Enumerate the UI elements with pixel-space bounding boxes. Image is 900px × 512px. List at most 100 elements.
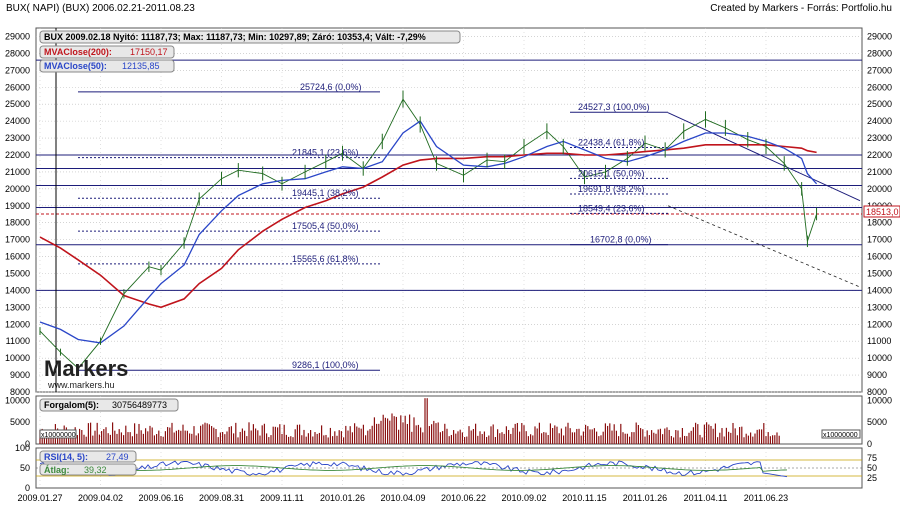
- fibonacci-labels: 25724,6 (0,0%) 21845,1 (23,6%) 19445,1 (38…: [292, 82, 652, 370]
- support-trend-line: [667, 205, 861, 288]
- info-box-line: BUX 2009.02.18 Nyitó: 11187,73; Max: 111…: [44, 32, 426, 42]
- price-y-tick-right: 25000: [867, 99, 892, 109]
- price-y-tick-right: 11000: [867, 336, 891, 346]
- x-tick-label: 2010.01.26: [320, 493, 365, 503]
- price-y-axis: 8000 8000 9000 9000 10000 10000 11000 11000 1200…: [5, 31, 892, 397]
- volume-y-tick-right: 0: [867, 439, 872, 449]
- price-y-tick-left: 16000: [5, 252, 30, 262]
- x-tick-label: 2010.09.02: [501, 493, 546, 503]
- rsi-y-tick-right: 75: [867, 453, 877, 463]
- price-y-tick-left: 22000: [5, 150, 30, 160]
- price-panel: [35, 27, 863, 393]
- fibonacci-label: 9286,1 (100,0%): [292, 360, 359, 370]
- rsi-y-tick-left: 50: [20, 463, 30, 473]
- x-tick-label: 2009.04.02: [78, 493, 123, 503]
- x-tick-label: 2009.11.11: [260, 493, 304, 503]
- price-y-tick-left: 24000: [5, 116, 30, 126]
- price-y-tick-right: 22000: [867, 150, 892, 160]
- downtrend-line: [667, 112, 861, 202]
- volume-bars: 0 0 5000 5000 10000 10000: [5, 395, 892, 449]
- fibonacci-label: 16702,8 (0,0%): [590, 235, 652, 245]
- fibonacci-label: 18549,4 (23,6%): [578, 203, 645, 213]
- logo-brand: Markers: [44, 356, 128, 381]
- price-y-tick-right: 27000: [867, 65, 892, 75]
- volume-y-tick-right: 5000: [867, 417, 887, 427]
- price-y-tick-right: 26000: [867, 82, 892, 92]
- fibonacci-label: 17505,4 (50,0%): [292, 221, 359, 231]
- price-y-tick-right: 18000: [867, 218, 892, 228]
- price-y-tick-right: 14000: [867, 285, 892, 295]
- series-line-mvaclose-50-: [39, 120, 818, 344]
- price-y-tick-left: 17000: [5, 235, 30, 245]
- price-y-tick-right: 15000: [867, 268, 892, 278]
- trend-lines: [55, 28, 861, 392]
- info-box: BUX 2009.02.18 Nyitó: 11187,73; Max: 111…: [39, 30, 461, 73]
- x-tick-label: 2009.01.27: [17, 493, 62, 503]
- price-y-tick-left: 25000: [5, 99, 30, 109]
- price-y-tick-right: 9000: [867, 370, 887, 380]
- price-y-tick-left: 12000: [5, 319, 30, 329]
- logo-url: www.markers.hu: [47, 380, 115, 390]
- price-y-tick-left: 8000: [10, 387, 30, 397]
- price-y-tick-left: 10000: [5, 353, 30, 363]
- volume-y-tick-left: 0: [25, 439, 30, 449]
- ma50-value: 12135,85: [122, 61, 160, 71]
- price-y-tick-right: 28000: [867, 48, 892, 58]
- price-y-tick-right: 20000: [867, 184, 892, 194]
- rsi-avg-label: Átlag:: [44, 465, 70, 475]
- price-y-tick-left: 27000: [5, 65, 30, 75]
- rsi-label: RSI(14, 5):: [44, 452, 88, 462]
- price-y-tick-left: 26000: [5, 82, 30, 92]
- chart-header-title: BUX( NAPI) (BUX) 2006.02.21-2011.08.23: [6, 3, 195, 14]
- fibonacci-label: 25724,6 (0,0%): [300, 82, 362, 92]
- price-y-tick-right: 29000: [867, 31, 892, 41]
- price-y-tick-right: 8000: [867, 387, 887, 397]
- rsi-y-tick-right: 50: [867, 463, 877, 473]
- ma200-label: MVAClose(200):: [44, 47, 112, 57]
- chart-header-credit: Created by Markers - Forrás: Portfolio.h…: [710, 3, 892, 14]
- ma200-value: 17150,17: [130, 47, 168, 57]
- x-tick-label: 2011.04.11: [684, 493, 728, 503]
- volume-scale-right: x10000000: [823, 432, 858, 439]
- rsi-avg-value: 39,32: [84, 465, 107, 475]
- price-series: [39, 90, 818, 372]
- volume-title: Forgalom(5):: [44, 400, 99, 410]
- fibonacci-levels: [36, 59, 862, 371]
- price-y-tick-left: 13000: [5, 302, 30, 312]
- price-y-tick-right: 16000: [867, 252, 892, 262]
- rsi-y-tick-right: 25: [867, 473, 877, 483]
- price-y-tick-left: 19000: [5, 201, 30, 211]
- price-y-tick-right: 23000: [867, 133, 892, 143]
- rsi-y-tick-left: 100: [15, 443, 30, 453]
- price-y-tick-right: 24000: [867, 116, 892, 126]
- markers-logo: Markers www.markers.hu: [44, 356, 128, 390]
- rsi-line: [39, 460, 788, 478]
- price-y-tick-left: 15000: [5, 268, 30, 278]
- x-tick-label: 2011.01.26: [623, 493, 667, 503]
- price-y-tick-right: 21000: [867, 167, 892, 177]
- volume-value: 30756489773: [112, 400, 167, 410]
- volume-y-tick-right: 10000: [867, 395, 892, 405]
- x-tick-label: 2011.06.23: [744, 493, 788, 503]
- fibonacci-label: 15565,6 (61,8%): [292, 254, 359, 264]
- volume-y-tick-left: 10000: [5, 395, 30, 405]
- fibonacci-label: 19445,1 (38,2%): [292, 188, 359, 198]
- x-tick-label: 2009.06.16: [138, 493, 183, 503]
- price-y-tick-left: 14000: [5, 285, 30, 295]
- volume-scale-left: x10000000: [41, 432, 76, 439]
- fibonacci-label: 24527,3 (100,0%): [578, 102, 650, 112]
- fibonacci-label: 20615,1 (50,0%): [578, 168, 645, 178]
- price-y-tick-left: 21000: [5, 167, 30, 177]
- rsi-y-tick-left: 0: [25, 483, 30, 493]
- x-tick-label: 2010.11.15: [562, 493, 606, 503]
- fibonacci-label: 21845,1 (23,6%): [292, 148, 359, 158]
- price-gridlines: [36, 28, 862, 488]
- last-value-label: 18513,0: [866, 207, 899, 217]
- price-y-tick-right: 13000: [867, 302, 892, 312]
- fibonacci-label: 19691,8 (38,2%): [578, 184, 645, 194]
- rsi-value: 27,49: [106, 452, 129, 462]
- price-y-tick-left: 29000: [5, 31, 30, 41]
- rsi-average-line: [39, 465, 788, 472]
